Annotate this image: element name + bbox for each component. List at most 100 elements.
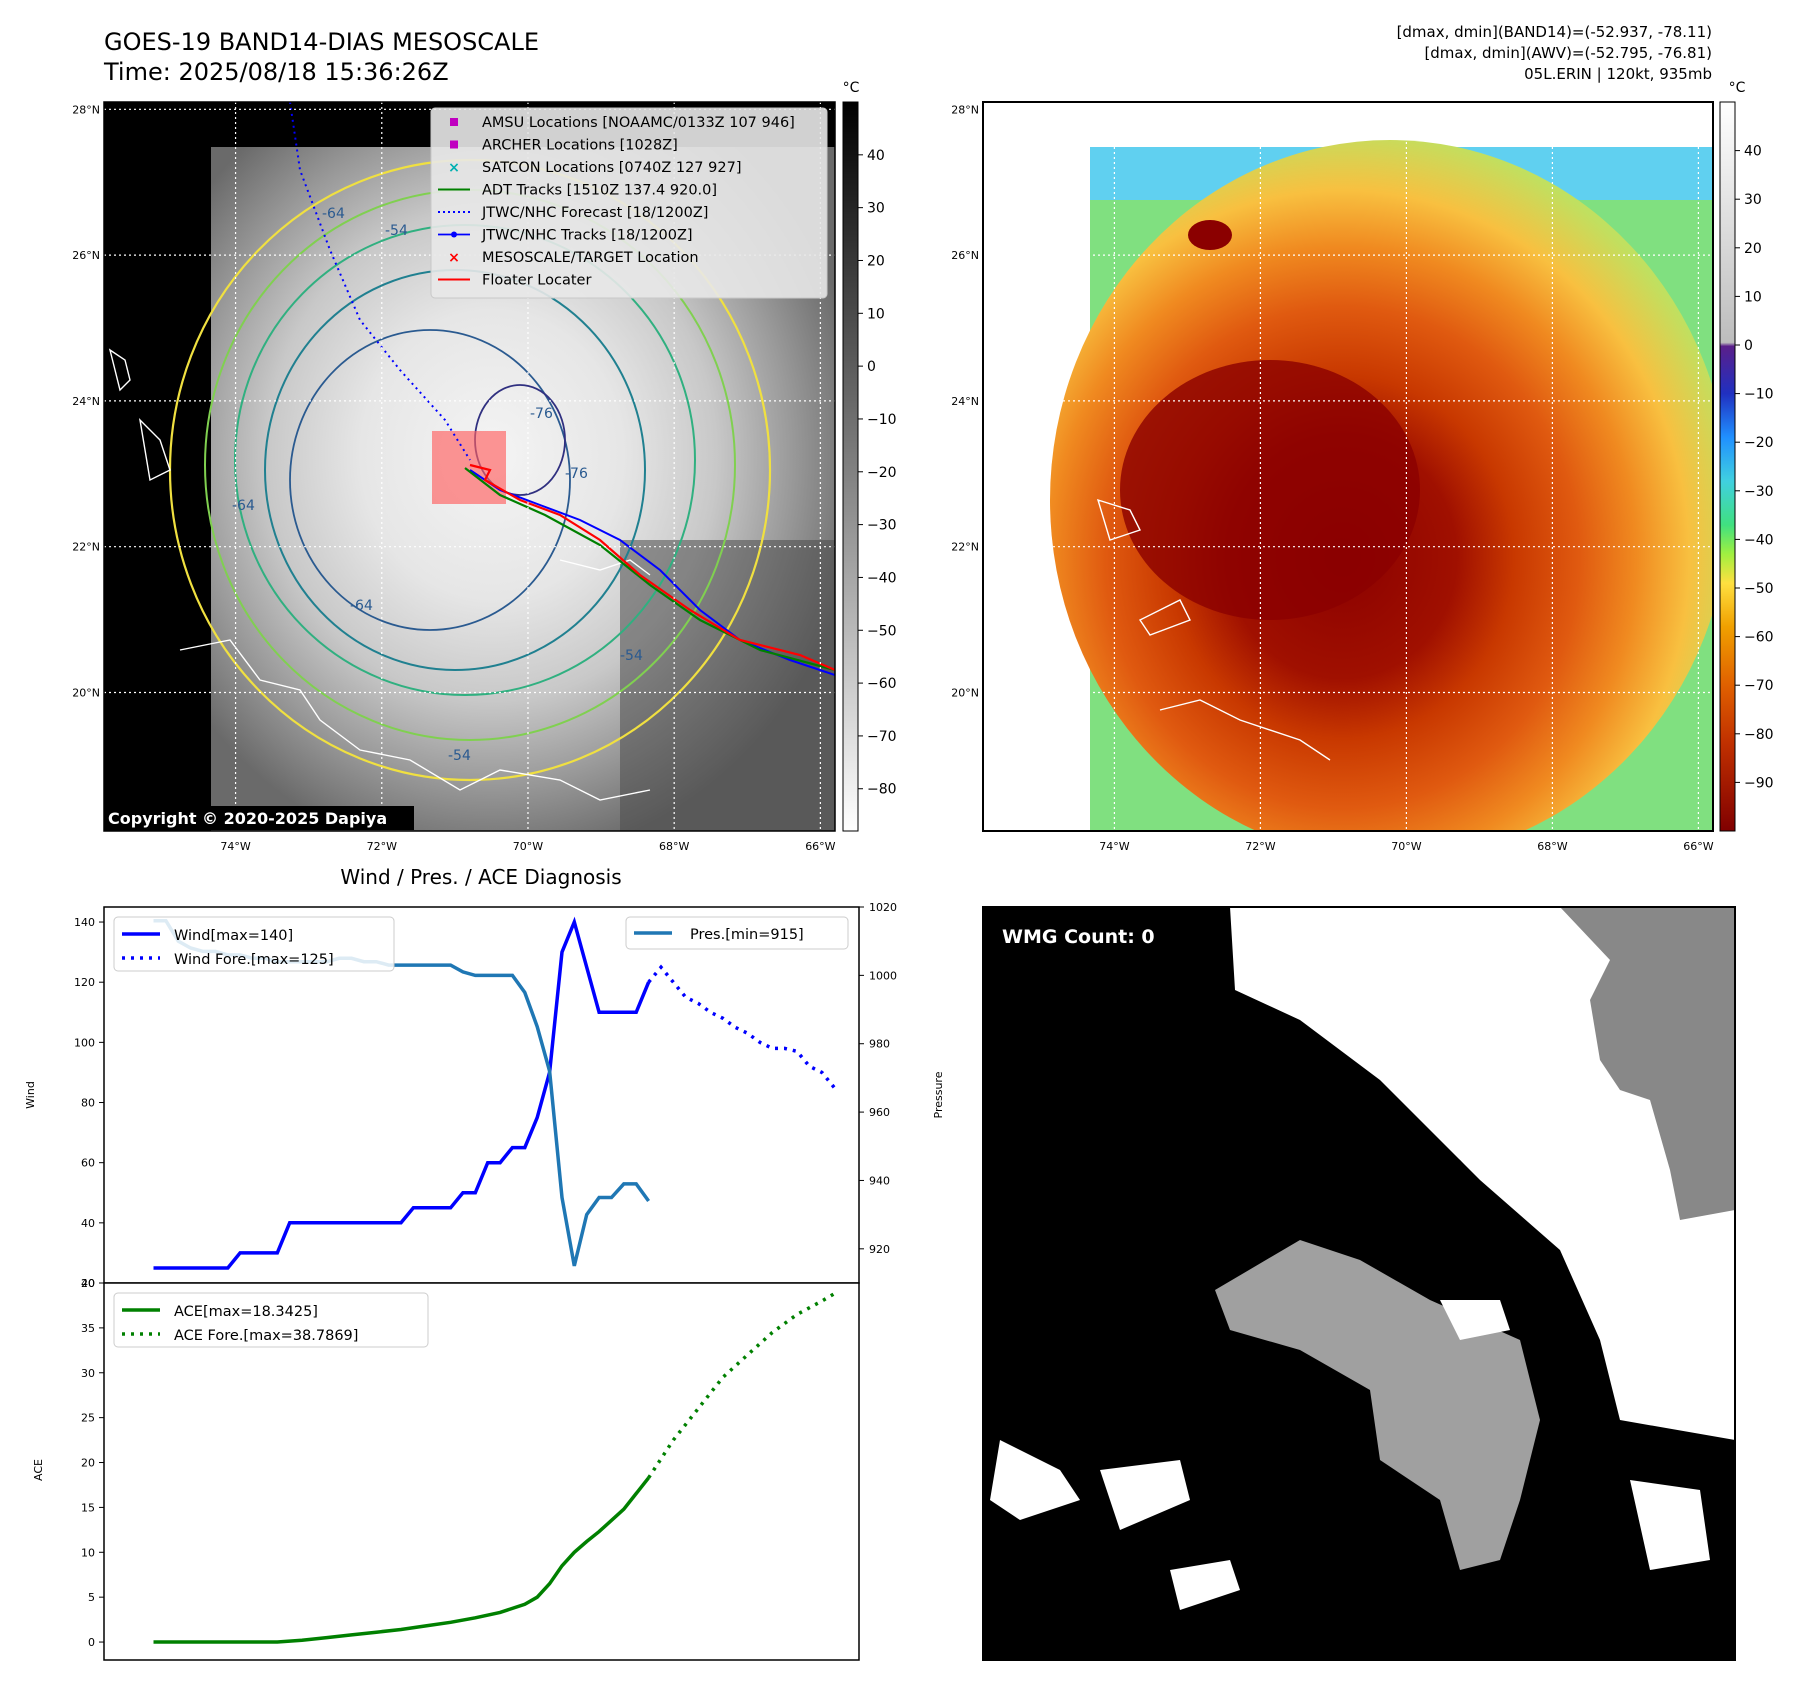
figure-title: GOES-19 BAND14-DIAS MESOSCALE (104, 28, 539, 56)
legend-label: JTWC/NHC Forecast [18/1200Z] (481, 205, 708, 221)
wind-legend: Wind[max=140] Wind Fore.[max=125] (113, 916, 395, 972)
pressure-ytick-label: 940 (869, 1174, 890, 1187)
cm-colorbar-ticks: 40 30 20 10 0 −10 −20 −30 −40 −50 −60 −70 −80 −90 (1735, 144, 1774, 791)
colorbar-tick-label: −70 (867, 729, 897, 745)
legend-entry: ARCHER Locations [1028Z] (450, 138, 678, 154)
cm-lon-labels: 74°W 72°W 70°W 68°W 66°W (1099, 840, 1713, 853)
colorbar-tick-label: 10 (867, 306, 885, 322)
pressure-ytick-label: 920 (869, 1243, 890, 1256)
lat-tick-label: 28°N (72, 103, 100, 116)
colorbar-tick-label: −30 (1744, 484, 1774, 500)
pressure-ytick-label: 960 (869, 1106, 890, 1119)
pressure-yticks: 920 940 960 980 1000 1020 (859, 901, 897, 1256)
mesoscale-target-box (432, 431, 506, 504)
ace-ytick-label: 35 (81, 1322, 95, 1335)
lon-tick-label: 74°W (1099, 840, 1129, 853)
legend-entry: JTWC/NHC Forecast [18/1200Z] (438, 205, 708, 221)
legend-entry: Floater Locater (438, 273, 591, 289)
diagnosis-title: Wind / Pres. / ACE Diagnosis (340, 865, 621, 889)
wmg-count-label: WMG Count: 0 (1002, 926, 1155, 948)
contour-label: -54 (448, 748, 471, 764)
cm-cold-core (1120, 360, 1420, 620)
colorbar-tick-label: −10 (867, 412, 897, 428)
lat-tick-label: 22°N (951, 541, 979, 554)
wind-ytick-label: 140 (74, 916, 95, 929)
lat-tick-label: 24°N (951, 395, 979, 408)
color-imagery (1050, 140, 1713, 831)
colorbar-tick-label: −40 (1744, 532, 1774, 548)
wind-legend-label: Wind Fore.[max=125] (174, 952, 334, 968)
contour-blue (289, 329, 571, 631)
lat-tick-label: 20°N (951, 686, 979, 699)
pressure-ytick-label: 1000 (869, 969, 897, 982)
wind-ytick-label: 40 (81, 1217, 95, 1230)
figure-time: Time: 2025/08/18 15:36:26Z (103, 58, 449, 86)
lon-tick-label: 66°W (1683, 840, 1713, 853)
legend-label: SATCON Locations [0740Z 127 927] (482, 160, 741, 176)
copyright-box (104, 806, 414, 830)
cm-colorbar (1719, 101, 1736, 832)
cm-lat-labels: 28°N 26°N 24°N 22°N 20°N (951, 103, 979, 699)
legend-label: AMSU Locations [NOAAMC/0133Z 107 946] (482, 115, 795, 131)
colorbar-tick-label: 20 (867, 253, 885, 269)
ir-lon-labels: 74°W 72°W 70°W 68°W 66°W (220, 840, 835, 853)
legend-label: MESOSCALE/TARGET Location (482, 250, 699, 266)
colorbar-tick-label: 20 (1744, 241, 1762, 257)
ir-map-frame (103, 101, 836, 832)
ace-series-line-0 (153, 1476, 650, 1644)
lat-tick-label: 22°N (72, 541, 100, 554)
cm-colorbar-unit: °C (1729, 80, 1746, 96)
ace-legend-label: ACE[max=18.3425] (174, 1304, 318, 1320)
wmg-frame (982, 906, 1736, 1661)
lon-tick-label: 70°W (1391, 840, 1421, 853)
wmg-panel: WMG Count: 0 (982, 906, 1736, 1661)
ir-map-panel: -64 -54 -76 -76 -64 -64 -54 -54 AMSU Locations … (72, 80, 896, 853)
colorbar-tick-label: −30 (867, 518, 897, 534)
pressure-legend-box (625, 916, 849, 950)
ace-ytick-label: 10 (81, 1546, 95, 1559)
wmg-gray-corner (1560, 907, 1735, 1220)
legend-label: JTWC/NHC Tracks [18/1200Z] (481, 228, 693, 244)
legend-dot-marker (451, 231, 457, 238)
legend-entry: × SATCON Locations [0740Z 127 927] (448, 160, 741, 176)
lat-tick-label: 28°N (951, 103, 979, 116)
legend-label: Floater Locater (482, 273, 591, 289)
ir-legend-box (430, 107, 828, 299)
ace-ylabel: ACE (32, 1459, 45, 1481)
wind-ytick-label: 20 (81, 1277, 95, 1290)
lat-tick-label: 26°N (951, 249, 979, 262)
wind-ylabel: Wind (24, 1081, 37, 1109)
colorbar-tick-label: 10 (1744, 289, 1762, 305)
colorbar-tick-label: 40 (1744, 144, 1762, 160)
contour-label: -64 (350, 598, 373, 614)
ir-contour-labels: -64 -54 -76 -76 -64 -64 -54 -54 (232, 206, 643, 764)
lat-tick-label: 26°N (72, 249, 100, 262)
stats-awv: [dmax, dmin](AWV)=(-52.795, -76.81) (1424, 44, 1712, 62)
lon-tick-label: 72°W (367, 840, 397, 853)
colorbar-tick-label: −50 (1744, 581, 1774, 597)
colorbar-tick-label: −40 (867, 570, 897, 586)
wind-ytick-label: 120 (74, 976, 95, 989)
contour-label: -54 (385, 223, 408, 239)
lon-tick-label: 66°W (805, 840, 835, 853)
colorbar-tick-label: −60 (1744, 630, 1774, 646)
lon-tick-label: 68°W (1537, 840, 1567, 853)
lat-tick-label: 20°N (72, 686, 100, 699)
colorbar-tick-label: −80 (867, 782, 897, 798)
copyright-text: Copyright © 2020-2025 Dapiya (108, 809, 387, 828)
legend-label: ADT Tracks [1510Z 137.4 920.0] (482, 183, 717, 199)
pressure-ylabel: Pressure (932, 1071, 945, 1118)
series-line-0 (153, 916, 651, 1270)
colorbar-tick-label: −10 (1744, 387, 1774, 403)
legend-entry: ADT Tracks [1510Z 137.4 920.0] (438, 183, 717, 199)
contour-label: -54 (620, 648, 643, 664)
pressure-ytick-label: 1020 (869, 901, 897, 914)
legend-entry: × MESOSCALE/TARGET Location (448, 250, 698, 266)
colorbar-tick-label: 0 (867, 359, 876, 375)
colorbar-tick-label: −80 (1744, 727, 1774, 743)
pressure-legend-label: Pres.[min=915] (690, 927, 804, 943)
pressure-ytick-label: 980 (869, 1038, 890, 1051)
contour-label: -76 (565, 466, 588, 482)
lat-tick-label: 24°N (72, 395, 100, 408)
